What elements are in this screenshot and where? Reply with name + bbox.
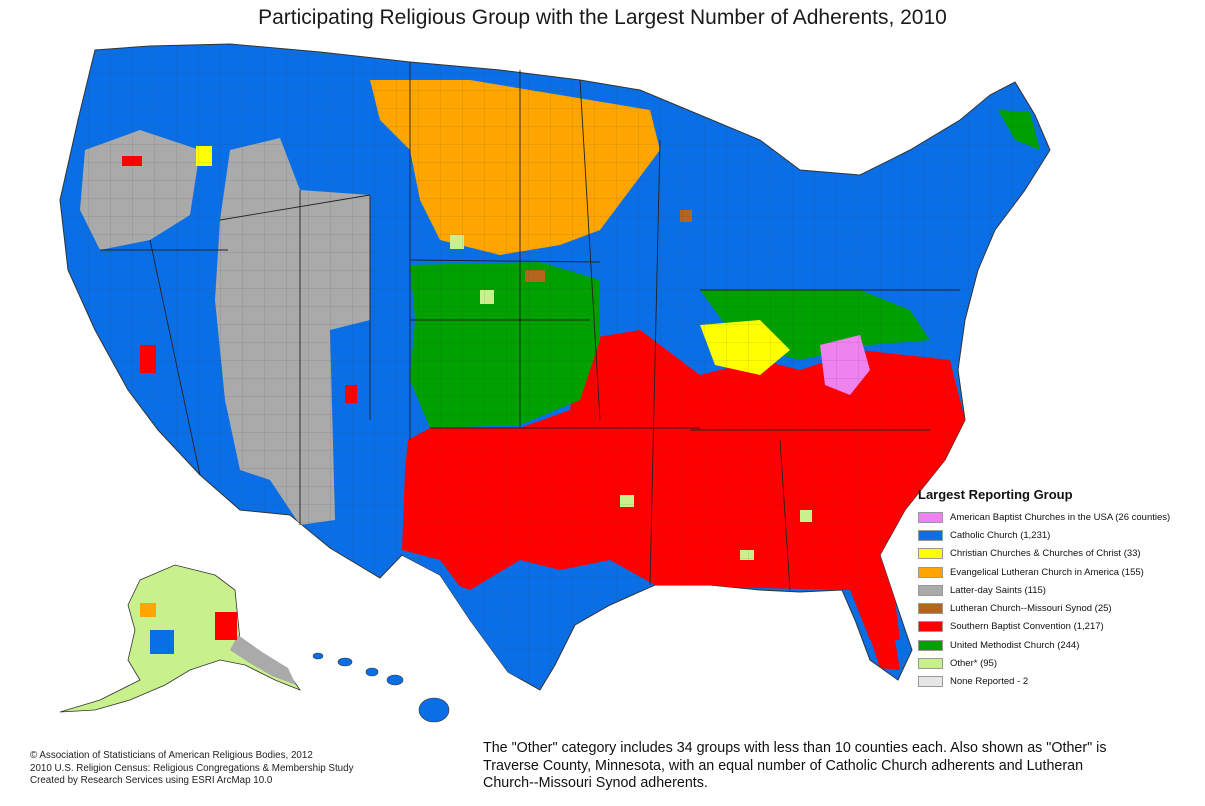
legend-item: American Baptist Churches in the USA (26…: [918, 508, 1198, 526]
legend-swatch: [918, 603, 943, 615]
legend-item: Latter-day Saints (115): [918, 581, 1198, 599]
legend-item: Catholic Church (1,231): [918, 526, 1198, 544]
legend-label: United Methodist Church (244): [950, 639, 1080, 651]
alaska-gray-panhandle: [230, 635, 296, 685]
alaska-blue-patch: [150, 630, 174, 654]
legend-swatch: [918, 511, 943, 523]
state-borders: [100, 62, 960, 591]
legend-swatch: [918, 548, 943, 560]
legend-item: Christian Churches & Churches of Christ …: [918, 545, 1198, 563]
legend-label: Catholic Church (1,231): [950, 529, 1051, 541]
other-category-note: The "Other" category includes 34 groups …: [483, 740, 1107, 791]
legend-label: Evangelical Lutheran Church in America (…: [950, 566, 1144, 578]
credit-line-3: Created by Research Services using ESRI …: [30, 775, 273, 786]
legend-label: Latter-day Saints (115): [950, 584, 1046, 596]
legend-label: Lutheran Church--Missouri Synod (25): [950, 603, 1112, 615]
legend-item: United Methodist Church (244): [918, 636, 1198, 654]
legend-item: Southern Baptist Convention (1,217): [918, 618, 1198, 636]
legend-item: Other* (95): [918, 654, 1198, 672]
legend-swatch: [918, 529, 943, 541]
legend-swatch: [918, 639, 943, 651]
credit-line-2: 2010 U.S. Religion Census: Religious Con…: [30, 762, 354, 774]
legend-label: Christian Churches & Churches of Christ …: [950, 548, 1141, 560]
legend-title: Largest Reporting Group: [918, 487, 1073, 502]
credit-line-1: © Association of Statisticians of Americ…: [30, 750, 313, 761]
legend-label: Other* (95): [950, 658, 997, 670]
map-legend: Largest Reporting Group American Baptist…: [918, 487, 1198, 691]
legend-swatch: [918, 658, 943, 670]
legend-swatch: [918, 584, 943, 596]
legend-item: Evangelical Lutheran Church in America (…: [918, 563, 1198, 581]
legend-label: Southern Baptist Convention (1,217): [950, 621, 1104, 633]
legend-label: American Baptist Churches in the USA (26…: [950, 511, 1171, 523]
legend-label: None Reported - 2: [950, 676, 1029, 688]
alaska-orange-patch: [140, 603, 156, 617]
legend-swatch: [918, 621, 943, 633]
hawaii-islands: [312, 652, 450, 723]
map-title: Participating Religious Group with the L…: [258, 6, 947, 29]
legend-item: Lutheran Church--Missouri Synod (25): [918, 599, 1198, 617]
credits-block: © Association of Statisticians of Americ…: [30, 750, 353, 788]
alaska-red-patch: [215, 612, 237, 640]
alaska-shape: [59, 564, 302, 713]
legend-item: None Reported - 2: [918, 673, 1198, 691]
legend-swatch: [918, 676, 943, 688]
legend-swatch: [918, 566, 943, 578]
